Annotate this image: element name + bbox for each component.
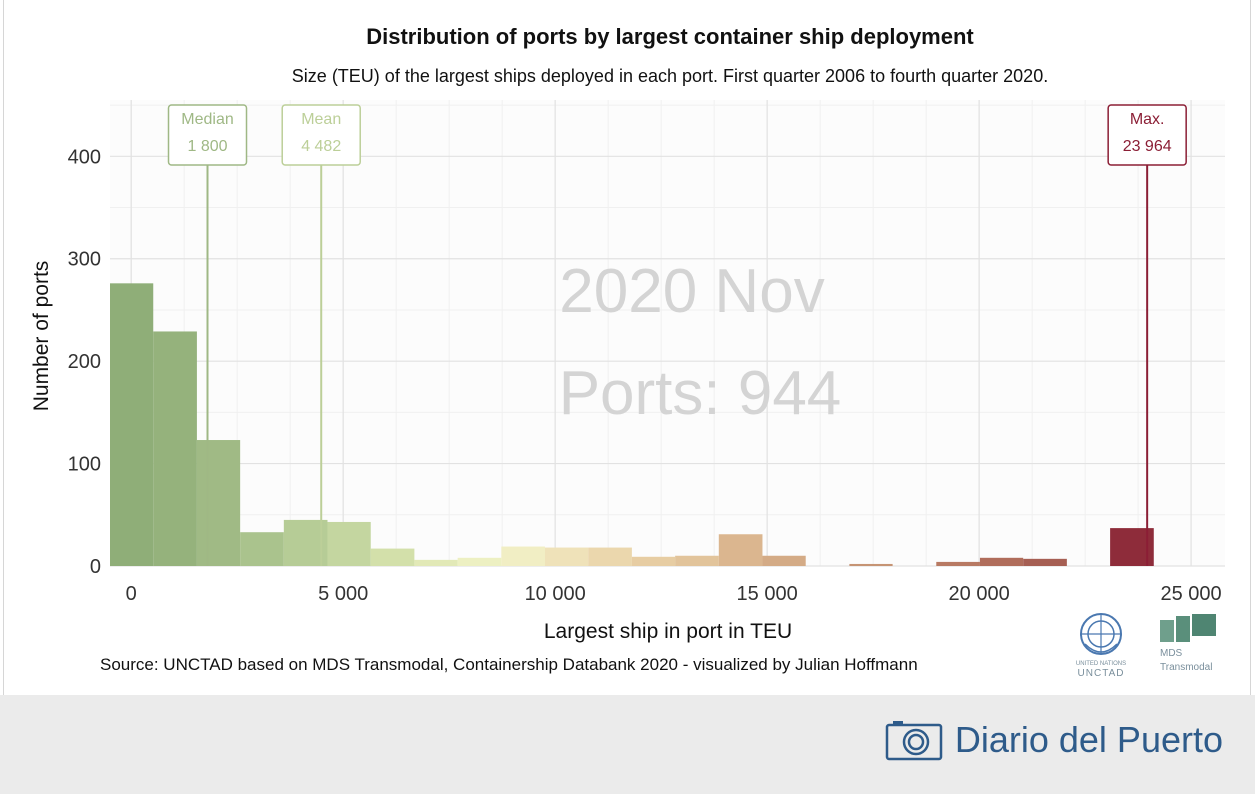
histogram-bar: [110, 283, 154, 566]
histogram-bar: [457, 557, 502, 566]
histogram-bar: [675, 555, 719, 566]
annotation-value: 23 964: [1123, 138, 1172, 155]
y-tick-label: 0: [90, 556, 101, 578]
histogram-bar: [936, 561, 980, 566]
credit-text: Diario del Puerto: [954, 719, 1223, 760]
annotation-box: [281, 104, 361, 166]
watermark-date: 2020 Nov: [559, 257, 824, 326]
y-axis-label: Number of ports: [30, 261, 53, 412]
plot-panel: [110, 100, 1225, 566]
histogram-bar: [153, 331, 197, 566]
histogram-chart: 2020 Nov Ports: 944 Median 1 800 Mean 4 482 Ma…: [30, 100, 1225, 643]
chart-card: Distribution of ports by largest contain…: [0, 0, 1255, 695]
x-tick-label: 0: [126, 583, 137, 605]
x-tick-label: 20 000: [949, 583, 1010, 605]
histogram-bar: [370, 548, 415, 566]
photo-credit: Diario del Puerto: [885, 719, 1223, 761]
y-tick-label: 200: [68, 351, 101, 373]
y-tick-label: 300: [68, 249, 101, 271]
mds-logo-top-text: MDS: [1160, 648, 1183, 659]
y-tick-label: 400: [68, 146, 101, 168]
x-tick-label: 15 000: [737, 583, 798, 605]
histogram-bar: [849, 563, 893, 566]
y-tick-label: 100: [68, 454, 101, 476]
mds-logo-bottom-text: Transmodal: [1160, 662, 1212, 673]
histogram-bar: [631, 556, 676, 566]
camera-icon: [885, 721, 943, 761]
footer-bar: [0, 695, 1255, 794]
annotation-label: Max.: [1130, 111, 1165, 128]
x-tick-label: 25 000: [1160, 583, 1221, 605]
histogram-bar: [588, 547, 632, 566]
watermark-ports: Ports: 944: [559, 359, 842, 428]
histogram-bar: [544, 547, 589, 566]
x-tick-label: 10 000: [525, 583, 586, 605]
unctad-logo-bottom-text: UNCTAD: [1078, 668, 1125, 679]
histogram-bar: [240, 532, 284, 566]
histogram-bar: [718, 534, 763, 566]
chart-subtitle: Size (TEU) of the largest ships deployed…: [291, 66, 1049, 86]
annotation-value: 1 800: [187, 138, 227, 155]
unctad-logo: UNITED NATIONS UNCTAD: [1076, 613, 1126, 679]
annotation-label: Median: [181, 111, 233, 128]
histogram-bar: [979, 557, 1024, 566]
x-axis-label: Largest ship in port in TEU: [544, 620, 792, 643]
annotation-box: [1107, 104, 1187, 166]
histogram-bar: [1023, 558, 1067, 566]
annotation-box: [167, 104, 248, 166]
annotation-label: Mean: [301, 111, 341, 128]
source-note: Source: UNCTAD based on MDS Transmodal, …: [100, 655, 918, 674]
histogram-bar: [327, 521, 371, 566]
chart-title: Distribution of ports by largest contain…: [366, 24, 974, 49]
histogram-bar: [196, 440, 241, 566]
histogram-bar: [414, 559, 458, 566]
card-border-left: [3, 0, 4, 695]
histogram-bar: [501, 546, 545, 566]
mds-transmodal-logo: MDS Transmodal: [1160, 614, 1216, 673]
histogram-bar: [283, 519, 328, 566]
histogram-bar: [762, 555, 806, 566]
unctad-logo-top-text: UNITED NATIONS: [1076, 661, 1126, 667]
annotation-value: 4 482: [301, 138, 341, 155]
x-tick-label: 5 000: [318, 583, 368, 605]
card-border-right: [1250, 0, 1251, 695]
